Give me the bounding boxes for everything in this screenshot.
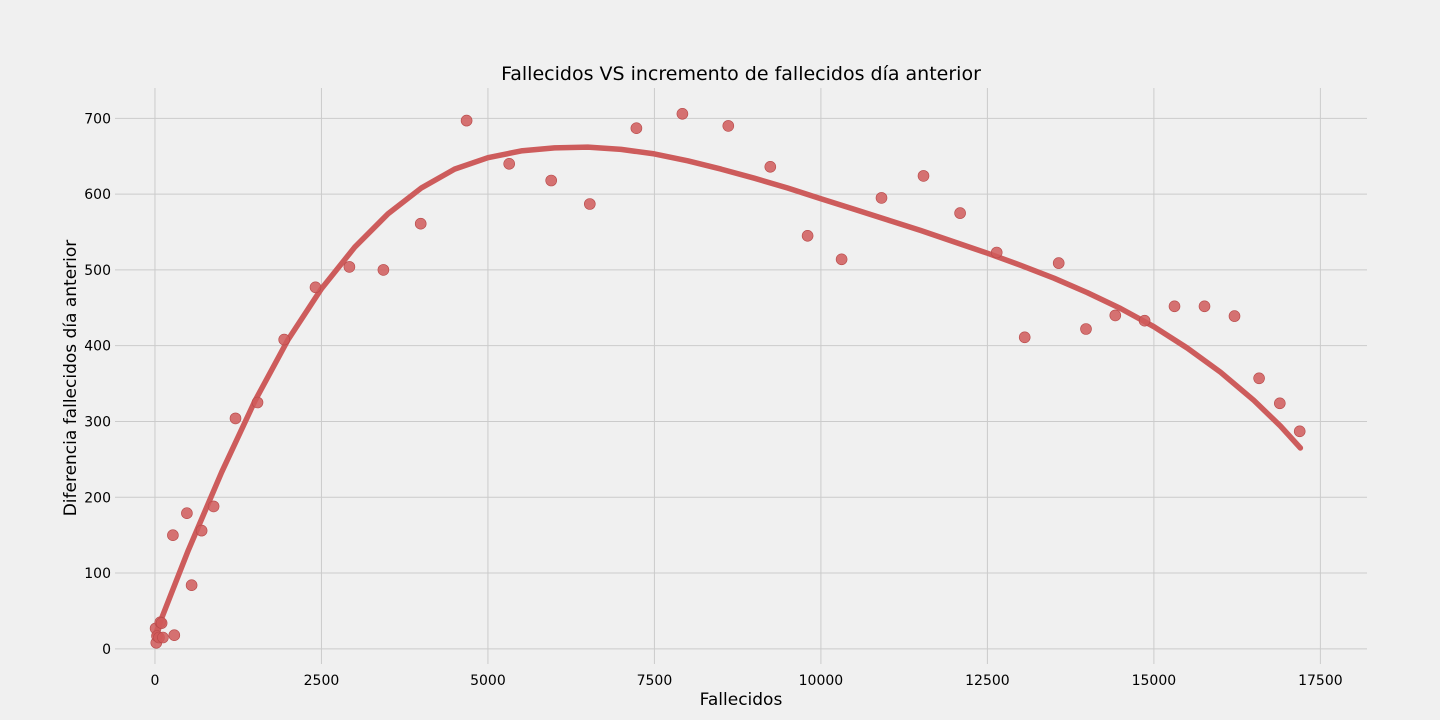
scatter-point <box>195 524 208 537</box>
scatter-point <box>1138 314 1151 327</box>
y-tick-label: 600 <box>84 187 111 203</box>
scatter-point <box>1228 310 1241 322</box>
scatter-point <box>917 170 930 182</box>
scatter-point <box>545 174 558 187</box>
data-marks <box>149 108 1306 649</box>
scatter-point <box>954 207 966 219</box>
x-tick-label: 17500 <box>1298 673 1343 689</box>
grid <box>115 88 1367 664</box>
scatter-point <box>676 108 689 120</box>
scatter-point <box>835 253 848 266</box>
y-tick-label: 400 <box>84 339 111 355</box>
scatter-point <box>990 246 1003 259</box>
y-tick-label: 200 <box>84 490 111 506</box>
scatter-point <box>185 579 198 592</box>
scatter-point <box>460 114 473 127</box>
x-tick-label: 12500 <box>965 673 1010 689</box>
y-tick-label: 300 <box>84 414 111 430</box>
scatter-point <box>377 264 390 276</box>
scatter-point <box>722 120 735 132</box>
x-tick-label: 2500 <box>304 673 340 689</box>
scatter-point <box>1253 372 1265 385</box>
scatter-point <box>207 500 220 513</box>
y-axis-ticks: 0 100 200 300 400 500 600 700 <box>84 111 111 658</box>
scatter-point <box>229 412 242 425</box>
x-tick-label: 0 <box>150 673 159 689</box>
y-tick-label: 0 <box>102 642 111 658</box>
scatter-point <box>309 281 322 294</box>
scatter-point <box>1052 257 1065 269</box>
scatter-point <box>1293 425 1306 438</box>
scatter-point <box>157 631 169 644</box>
x-tick-label: 10000 <box>799 673 844 689</box>
scatter-point <box>1080 323 1092 335</box>
scatter-point <box>1274 397 1286 410</box>
scatter-point <box>630 122 643 134</box>
y-tick-label: 700 <box>84 111 111 127</box>
scatter-point <box>875 192 888 204</box>
scatter-point <box>1109 309 1122 322</box>
scatter-point <box>801 230 814 242</box>
x-tick-label: 7500 <box>637 673 673 689</box>
scatter-point <box>414 217 427 230</box>
scatter-point <box>343 261 356 273</box>
scatter-point <box>181 507 193 520</box>
scatter-point <box>167 529 179 542</box>
chart-title: Fallecidos VS incremento de fallecidos d… <box>501 63 981 85</box>
scatter-point <box>155 617 168 629</box>
y-tick-label: 100 <box>84 566 111 582</box>
scatter-point <box>1018 331 1031 344</box>
scatter-point <box>278 333 291 346</box>
scatter-point <box>583 198 596 210</box>
scatter-point <box>764 161 777 173</box>
x-axis-ticks: 0 2500 5000 7500 10000 12500 15000 17500 <box>150 673 1342 689</box>
fit-line <box>152 144 1304 638</box>
x-axis-title: Fallecidos <box>700 690 783 710</box>
y-tick-label: 500 <box>84 263 111 279</box>
scatter-point <box>503 158 516 170</box>
scatter-point <box>1198 300 1211 313</box>
x-tick-label: 15000 <box>1132 673 1177 689</box>
scatter-point <box>251 396 264 409</box>
y-axis-title: Diferencia fallecidos día anterior <box>61 240 81 517</box>
scatter-point <box>168 629 181 642</box>
scatter-point <box>1168 300 1181 313</box>
x-tick-label: 5000 <box>470 673 506 689</box>
